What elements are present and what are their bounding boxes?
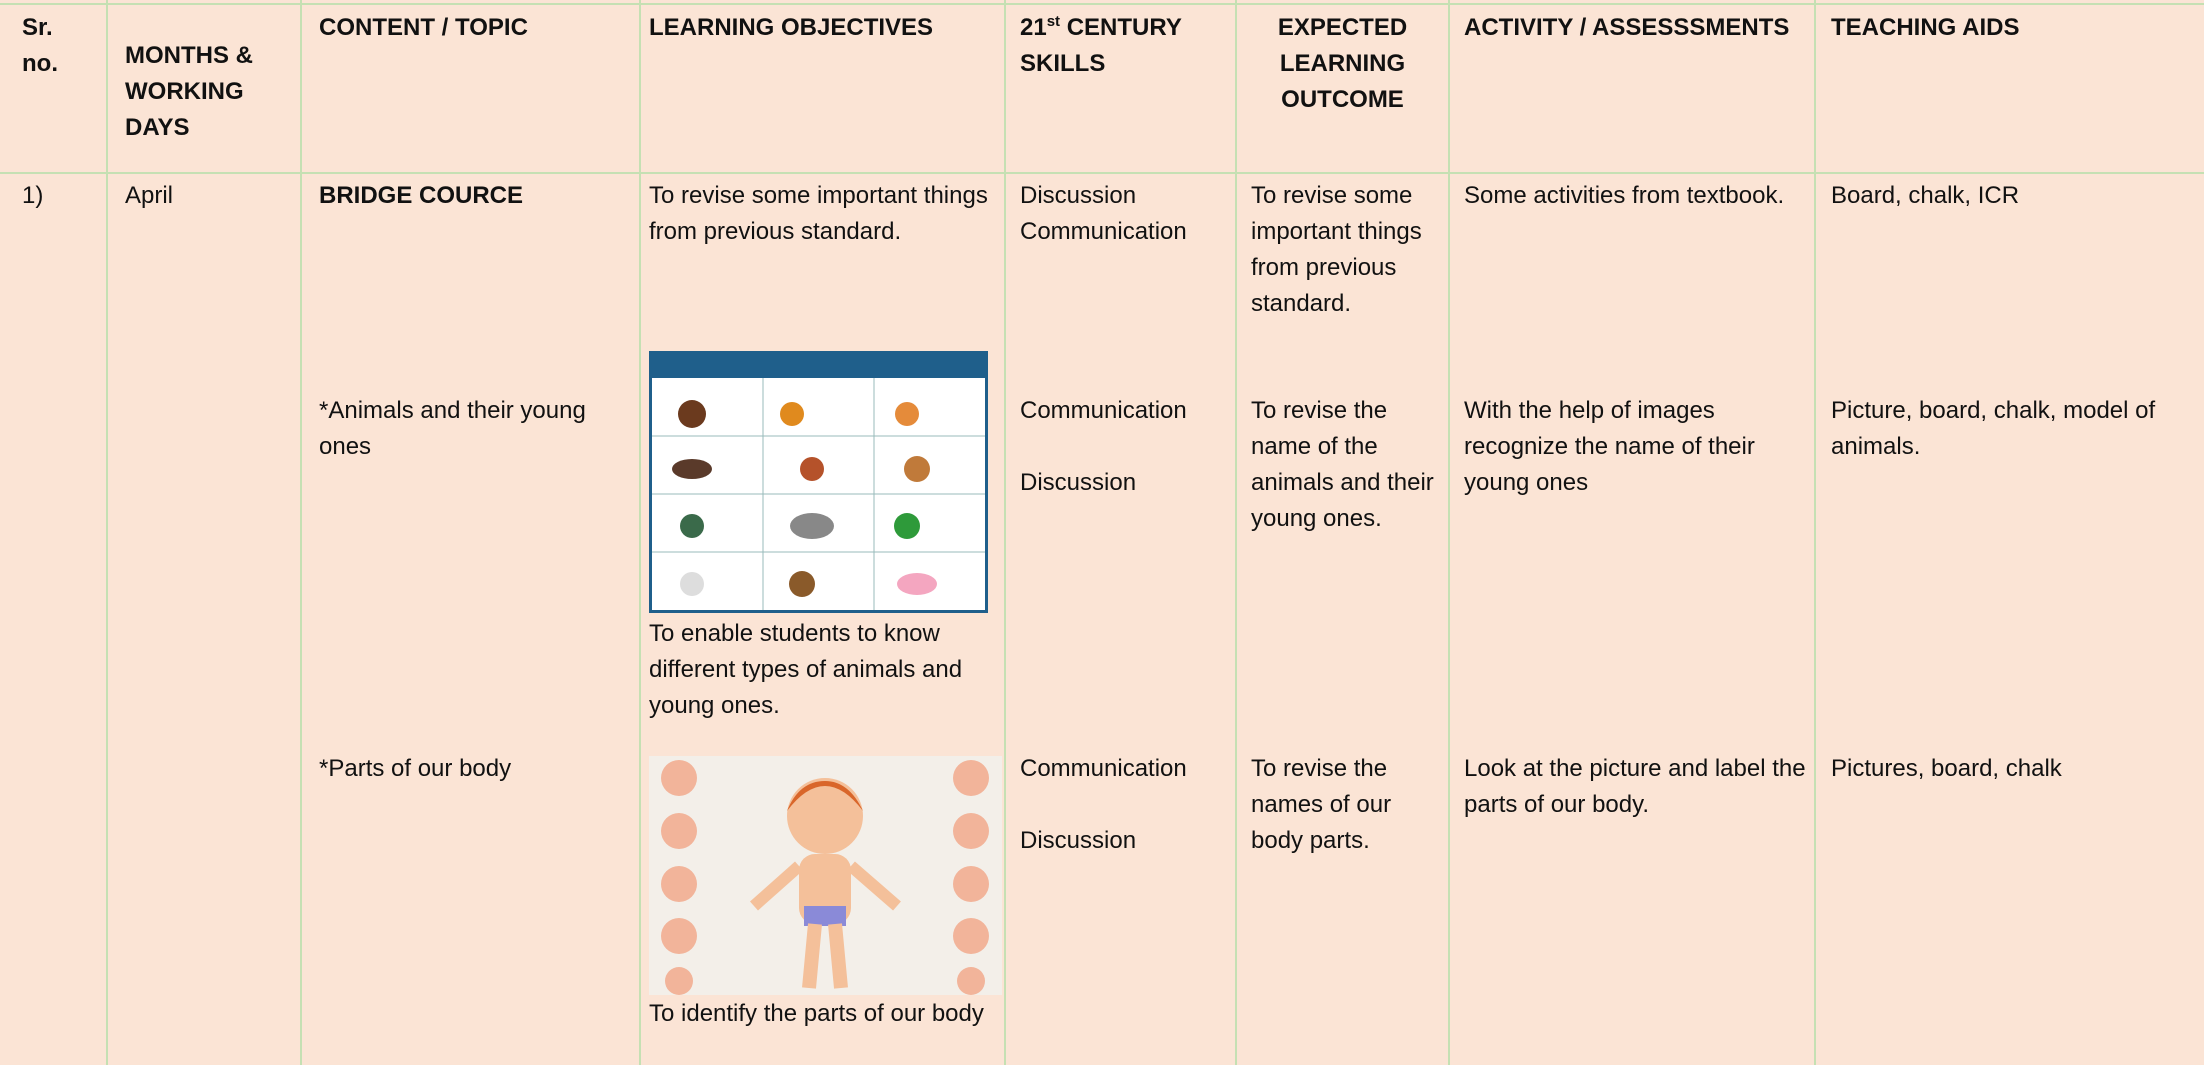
topic-cell: *Animals and their young ones	[319, 397, 586, 460]
body-parts-picture	[649, 756, 1002, 995]
objective-cell: To identify the parts of our body	[649, 1000, 984, 1027]
border	[1448, 0, 1450, 1065]
cell: 1)	[22, 182, 44, 209]
animals-picture	[649, 351, 988, 613]
header-text: CENTURY SKILLS	[1020, 14, 1182, 77]
border	[300, 0, 302, 1065]
aids-cell: Picture, board, chalk, model of animals.	[1831, 397, 2156, 460]
header-cell: Sr. no.	[22, 14, 58, 77]
header-cell: ACTIVITY / ASSESSSMENTS	[1464, 14, 1790, 41]
border	[1235, 0, 1237, 1065]
outcome-cell: To revise the names of our body parts.	[1251, 755, 1392, 854]
skills-cell: Communication Discussion	[1020, 755, 1187, 854]
activity-cell: Some activities from textbook.	[1464, 182, 1785, 209]
border	[1814, 0, 1816, 1065]
border	[106, 0, 108, 1065]
topic-cell: BRIDGE COURCE	[319, 182, 524, 209]
header-cell: 21st CENTURY SKILLS	[1020, 10, 1182, 82]
header-cell: TEACHING AIDS	[1831, 14, 2020, 41]
objective-cell: To enable students to know different typ…	[649, 620, 963, 719]
activity-cell: With the help of images recognize the na…	[1464, 397, 1755, 496]
header-cell: LEARNING OBJECTIVES	[649, 14, 934, 41]
header-cell: MONTHS & WORKING DAYS	[125, 42, 253, 141]
skills-cell: Discussion Communication	[1020, 182, 1187, 245]
header-cell: EXPECTED LEARNING OUTCOME	[1277, 14, 1408, 113]
border	[639, 0, 641, 1065]
cell: April	[125, 182, 174, 209]
superscript: st	[1046, 13, 1061, 30]
aids-cell: Pictures, board, chalk	[1831, 755, 2062, 782]
outcome-cell: To revise some important things from pre…	[1251, 182, 1422, 317]
border	[0, 172, 2204, 174]
objective-cell: To revise some important things from pre…	[649, 182, 988, 245]
outcome-cell: To revise the name of the animals and th…	[1251, 397, 1434, 532]
aids-cell: Board, chalk, ICR	[1831, 182, 2020, 209]
header-cell: CONTENT / TOPIC	[319, 14, 528, 41]
border	[0, 3, 2204, 5]
skills-cell: Communication Discussion	[1020, 397, 1187, 496]
border	[1004, 0, 1006, 1065]
activity-cell: Look at the picture and label the parts …	[1464, 755, 1806, 818]
topic-cell: *Parts of our body	[319, 755, 512, 782]
header-text: 21	[1020, 14, 1047, 41]
